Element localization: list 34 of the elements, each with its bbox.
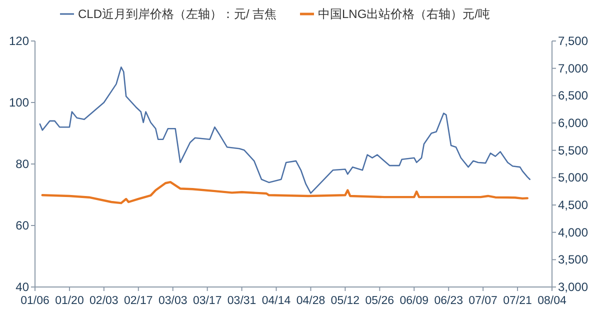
y2-tick-label: 5,000 — [558, 170, 588, 185]
y-tick-label: 80 — [16, 157, 30, 171]
x-tick-label: 06/23 — [434, 295, 463, 307]
y2-tick-label: 4,500 — [558, 198, 588, 212]
legend-label: CLD近月到岸价格（左轴）：元/ 吉焦 — [78, 7, 277, 21]
y-tick-label: 120 — [8, 34, 30, 48]
y2-tick-label: 7,500 — [558, 34, 588, 48]
x-tick-label: 03/31 — [227, 295, 256, 307]
x-tick-label: 01/06 — [20, 295, 50, 307]
y2-tick-label: 7,000 — [558, 61, 588, 76]
y2-tick-label: 3,500 — [558, 252, 588, 267]
x-tick-label: 07/07 — [468, 295, 498, 307]
x-tick-label: 04/14 — [262, 295, 292, 307]
x-tick-label: 05/26 — [365, 295, 394, 307]
y-tick-label: 100 — [8, 96, 30, 110]
y2-tick-label: 4,000 — [558, 225, 588, 240]
line-series — [39, 66, 530, 194]
legend-label: 中国LNG出站价格（右轴）元/吨 — [318, 7, 490, 21]
x-tick-label: 01/20 — [55, 295, 84, 307]
x-tick-label: 04/28 — [296, 295, 326, 307]
x-tick-label: 02/17 — [124, 295, 153, 307]
y-tick-label: 40 — [16, 280, 30, 294]
x-tick-label: 08/04 — [538, 295, 567, 307]
x-tick-label: 05/12 — [330, 295, 360, 307]
x-tick-label: 03/03 — [158, 295, 188, 307]
x-tick-label: 07/21 — [503, 295, 532, 307]
x-tick-label: 03/17 — [192, 295, 222, 307]
x-tick-label: 06/09 — [400, 295, 429, 307]
y-tick-label: 60 — [16, 218, 30, 232]
y2-tick-label: 5,500 — [558, 143, 588, 158]
y2-tick-label: 6,500 — [558, 88, 588, 103]
y2-tick-label: 3,000 — [558, 280, 588, 294]
x-tick-label: 02/03 — [90, 295, 118, 307]
y2-tick-label: 6,000 — [558, 116, 588, 130]
